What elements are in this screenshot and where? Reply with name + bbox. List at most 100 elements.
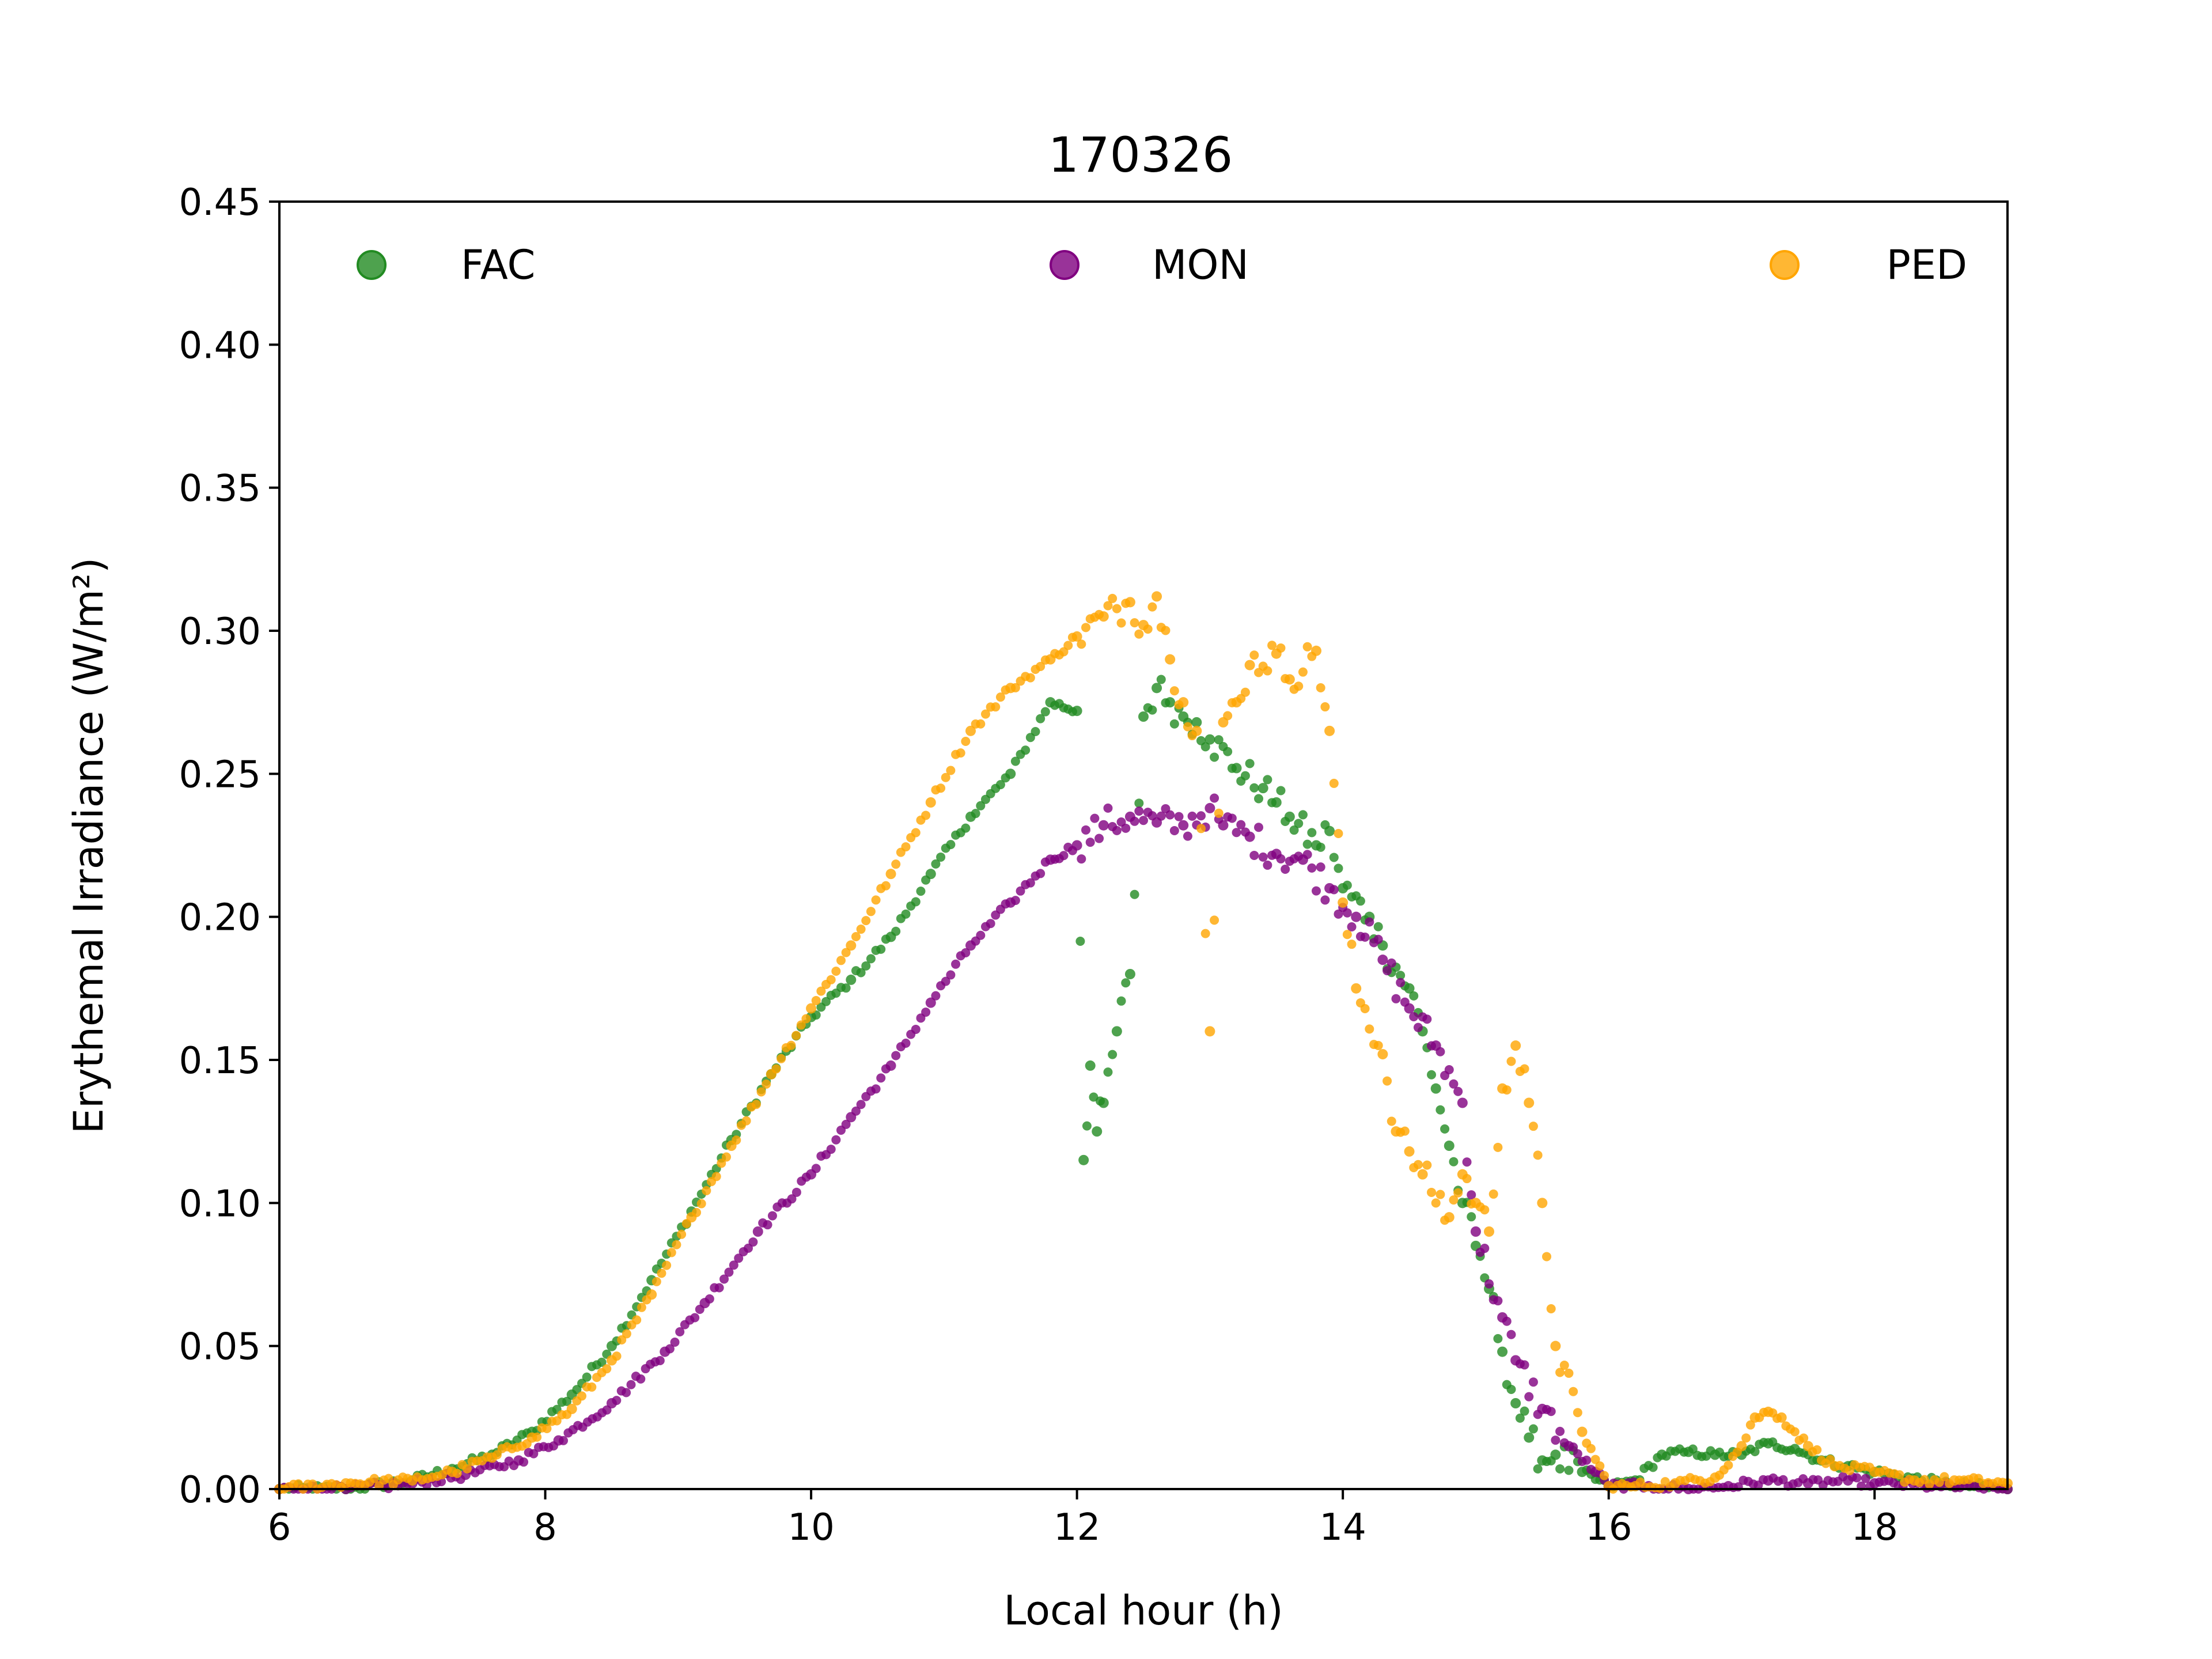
data-point-fac — [1679, 1448, 1688, 1457]
data-point-ped — [1945, 1479, 1954, 1488]
data-point-fac — [1759, 1438, 1768, 1447]
data-point-mon — [986, 919, 995, 928]
data-point-mon — [1387, 959, 1396, 968]
data-point-ped — [757, 1087, 766, 1096]
y-tick-label: 0.30 — [179, 611, 262, 653]
data-point-ped — [1529, 1122, 1538, 1131]
data-point-ped — [1435, 1190, 1445, 1199]
series-ped — [274, 591, 2013, 1494]
data-point-fac — [1298, 810, 1308, 819]
data-point-ped — [1400, 1127, 1410, 1136]
data-point-ped — [1414, 1160, 1423, 1169]
data-point-ped — [1733, 1448, 1742, 1457]
data-point-mon — [715, 1283, 724, 1293]
data-point-ped — [946, 766, 955, 775]
data-point-ped — [1077, 639, 1086, 649]
data-point-ped — [1121, 599, 1130, 608]
data-point-ped — [1510, 1040, 1521, 1051]
data-point-mon — [1011, 896, 1020, 905]
data-point-fac — [842, 983, 851, 993]
data-point-ped — [1041, 656, 1050, 665]
data-point-ped — [1772, 1414, 1782, 1423]
data-point-ped — [1569, 1387, 1578, 1396]
data-point-ped — [1377, 1049, 1388, 1059]
data-point-mon — [1249, 851, 1259, 860]
data-point-ped — [956, 748, 965, 757]
data-point-ped — [1298, 668, 1308, 677]
data-point-ped — [1343, 930, 1352, 939]
data-point-mon — [603, 1406, 612, 1415]
data-point-fac — [1330, 853, 1339, 862]
x-tick-label: 10 — [787, 1506, 834, 1549]
data-point-mon — [622, 1388, 631, 1397]
data-point-ped — [1387, 1117, 1396, 1126]
data-point-ped — [881, 881, 891, 891]
data-point-ped — [1241, 688, 1250, 697]
data-point-mon — [519, 1457, 528, 1467]
data-point-ped — [622, 1329, 631, 1338]
data-point-mon — [1445, 1065, 1454, 1074]
data-point-ped — [866, 907, 876, 916]
data-point-fac — [1157, 675, 1166, 684]
y-tick-label: 0.25 — [179, 753, 262, 796]
data-point-mon — [671, 1338, 680, 1347]
data-point-fac — [1152, 683, 1162, 693]
data-point-ped — [1330, 779, 1339, 788]
data-point-ped — [1537, 1198, 1547, 1208]
data-point-ped — [911, 828, 921, 837]
data-point-ped — [672, 1240, 681, 1249]
data-point-fac — [1334, 863, 1343, 873]
data-point-fac — [1096, 1096, 1105, 1105]
data-point-mon — [857, 1100, 866, 1109]
data-point-mon — [1391, 994, 1400, 1003]
data-point-ped — [1183, 722, 1192, 732]
y-tick-label: 0.10 — [179, 1183, 262, 1225]
data-point-mon — [1427, 1041, 1436, 1051]
data-point-mon — [1094, 834, 1104, 843]
data-point-fac — [916, 887, 925, 896]
data-point-fac — [876, 945, 885, 954]
data-point-mon — [1798, 1474, 1808, 1483]
data-point-fac — [1134, 798, 1143, 808]
data-point-fac — [1444, 1141, 1455, 1151]
y-tick-label: 0.15 — [179, 1040, 262, 1082]
data-point-ped — [336, 1483, 346, 1492]
data-point-ped — [936, 783, 945, 793]
data-point-ped — [722, 1153, 731, 1162]
data-point-mon — [881, 1064, 891, 1073]
data-point-ped — [762, 1080, 771, 1089]
data-point-mon — [1134, 806, 1143, 816]
data-point-fac — [1440, 1124, 1449, 1134]
data-point-mon — [1506, 1330, 1516, 1339]
data-point-mon — [1524, 1392, 1533, 1402]
data-point-fac — [1427, 1070, 1436, 1080]
data-point-mon — [1400, 998, 1410, 1007]
data-point-ped — [1094, 610, 1104, 619]
data-point-mon — [768, 1211, 777, 1221]
data-point-ped — [891, 859, 900, 869]
data-point-ped — [1480, 1205, 1489, 1214]
data-point-fac — [1524, 1433, 1534, 1443]
data-point-mon — [1312, 887, 1321, 896]
y-tick-label: 0.20 — [179, 897, 262, 940]
data-point-fac — [921, 876, 930, 885]
data-point-mon — [872, 1084, 881, 1093]
data-point-mon — [1183, 832, 1192, 841]
data-point-ped — [1564, 1369, 1573, 1378]
data-point-mon — [1178, 820, 1188, 831]
data-point-fac — [1068, 707, 1077, 716]
data-point-ped — [1210, 915, 1219, 925]
data-point-ped — [1303, 642, 1312, 652]
data-point-fac — [1075, 937, 1085, 946]
data-point-ped — [1130, 618, 1139, 627]
y-axis: 0.000.050.100.150.200.250.300.350.400.45 — [179, 181, 280, 1512]
data-point-mon — [1307, 863, 1316, 873]
data-point-mon — [1086, 838, 1095, 847]
data-point-mon — [831, 1135, 840, 1145]
data-point-mon — [902, 1039, 911, 1048]
data-point-ped — [886, 869, 896, 879]
data-point-mon — [1112, 826, 1122, 835]
data-point-mon — [921, 1007, 930, 1017]
data-point-mon — [931, 991, 940, 1001]
data-point-ped — [602, 1364, 611, 1373]
